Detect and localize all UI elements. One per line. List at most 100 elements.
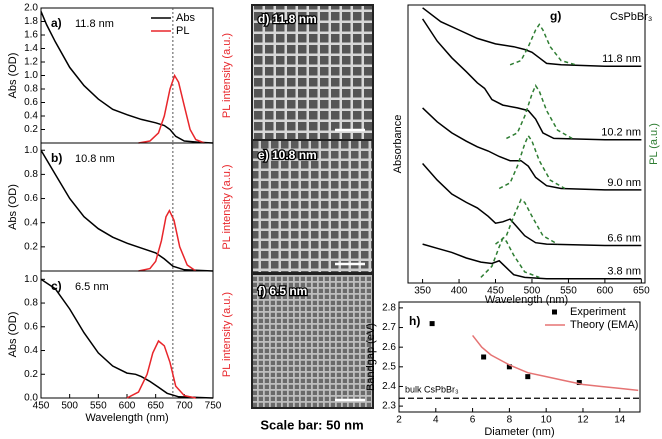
y-tick-label: 1.2 [24,57,38,68]
panel-annotation: CsPbBr₃ [610,11,652,23]
x-tick-label: 750 [205,401,222,412]
x-tick-label: 12 [577,415,589,426]
y-tick-label: 2.6 [382,342,396,353]
x-axis-label: Wavelength (nm) [485,294,568,306]
y-tick-label: 2.3 [382,401,396,412]
x-tick-label: 500 [524,286,541,297]
data-line [126,339,196,399]
data-line [40,149,214,272]
x-axis-label: Wavelength (nm) [85,412,168,424]
x-tick-label: 14 [614,415,626,426]
data-line [509,23,576,66]
curve-label: 3.8 nm [607,266,641,278]
y-axis-label: Abs (OD) [7,312,19,358]
x-tick-label: 400 [451,286,468,297]
data-line [506,84,573,140]
image-label: d) 11.8 nm [258,12,317,26]
data-line [138,208,197,272]
y-tick-label: 0.8 [24,169,38,180]
x-tick-label: 8 [507,415,513,426]
y-axis-label: Abs (OD) [7,53,19,99]
y-tick-label: 0.2 [24,124,38,135]
y-tick-label: 0.4 [24,345,38,356]
legend-marker [552,309,557,315]
y2-axis-label: PL intensity (a.u.) [221,33,233,118]
y-tick-label: 0.2 [24,241,38,252]
legend-label: PL [176,25,189,37]
data-line [40,278,214,399]
y-tick-label: 0.4 [24,217,38,228]
y-axis-label: Bandgap (eV) [365,323,377,391]
data-point [481,354,487,360]
curve-label: 9.0 nm [607,177,641,189]
legend-label: Abs [176,12,195,24]
y-tick-label: 1.0 [24,145,38,156]
data-point [576,380,582,386]
y-tick-label: 2.4 [382,381,396,392]
x-tick-label: 10 [541,415,553,426]
panel-label: c) [51,279,62,293]
y-tick-label: 0.0 [24,393,38,404]
y-tick-label: 1.4 [24,43,38,54]
plot-frame [407,4,646,284]
x-tick-label: 600 [597,286,614,297]
x-tick-label: 550 [90,401,107,412]
panel-label: g) [550,9,561,23]
x-tick-label: 650 [147,401,164,412]
panel-label: a) [51,16,62,30]
y-tick-label: 0.2 [24,369,38,380]
data-line [422,107,642,191]
y-tick-label: 0.6 [24,321,38,332]
y-tick-label: 0.8 [24,298,38,309]
tem-image: f) 6.5 nm [251,273,374,409]
tem-image: d) 11.8 nm [251,4,374,141]
y-axis-label: Abs (OD) [7,184,19,230]
y2-axis-label: PL intensity (a.u.) [221,164,233,249]
data-line [421,18,642,141]
y-tick-label: 1.0 [24,70,38,81]
y-tick-label: 0.8 [24,84,38,95]
curve-label: 10.2 nm [601,127,641,139]
panel-label: b) [51,151,62,165]
y-tick-label: 0.6 [24,97,38,108]
y-tick-label: 1.0 [24,274,38,285]
scale-bar-caption: Scale bar: 50 nm [260,417,363,432]
legend-label: Theory (EMA) [570,319,638,331]
data-line [40,11,214,144]
data-point [429,321,435,327]
y-tick-label: 2.8 [382,303,396,314]
y-tick-label: 1.8 [24,16,38,27]
plot-frame [40,270,214,399]
x-tick-label: 350 [414,286,431,297]
x-tick-label: 2 [396,415,402,426]
data-line [472,334,639,392]
curve-label: 6.6 nm [607,232,641,244]
y2-axis-label: PL (a.u.) [648,123,660,165]
data-line [422,243,642,280]
y-tick-label: 0.6 [24,193,38,204]
reference-label: bulk CsPbBr₃ [405,385,459,395]
y-tick-label: 2.0 [24,3,38,14]
panel-annotation: 11.8 nm [75,18,114,30]
x-tick-label: 550 [560,286,577,297]
data-point [525,374,531,380]
y-tick-label: 1.6 [24,30,38,41]
panel-annotation: 6.5 nm [75,281,109,293]
panel-annotation: 10.8 nm [75,153,115,165]
y-axis-label: Absorbance [392,115,404,174]
x-tick-label: 500 [61,401,78,412]
x-tick-label: 450 [33,401,50,412]
image-label: e) 10.8 nm [258,148,317,162]
data-line [422,163,642,247]
x-tick-label: 4 [433,415,439,426]
x-tick-label: 650 [633,286,650,297]
data-line [498,134,566,190]
y-tick-label: 2.7 [382,322,396,333]
y-tick-label: 0.4 [24,111,38,122]
x-tick-label: 6 [470,415,476,426]
data-line [138,73,205,144]
data-line [422,7,642,67]
plot-frame [40,142,214,272]
x-tick-label: 450 [487,286,504,297]
x-axis-label: Diameter (nm) [484,426,554,438]
